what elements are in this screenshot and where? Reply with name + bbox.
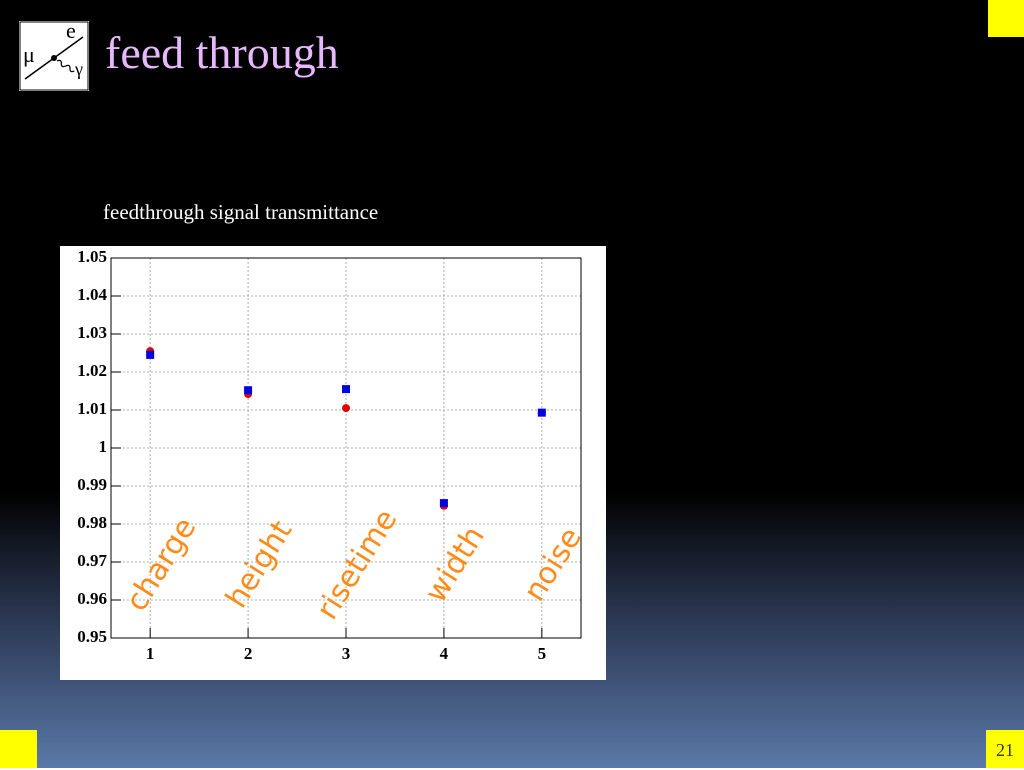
corner-square <box>0 730 37 768</box>
logo: e μ γ <box>17 19 91 93</box>
y-tick-label: 1.02 <box>77 361 107 380</box>
y-tick-label: 1.01 <box>77 399 107 418</box>
page-number: 21 <box>986 730 1024 768</box>
point <box>537 408 546 417</box>
point <box>244 386 253 395</box>
point <box>342 404 350 413</box>
logo-dot <box>51 55 57 61</box>
x-tick-label: 1 <box>146 644 155 663</box>
y-tick-label: 0.98 <box>77 513 107 532</box>
x-tick-label: 5 <box>538 644 547 663</box>
x-tick-label: 3 <box>342 644 351 663</box>
axes-frame <box>110 257 582 639</box>
y-tick-label: 0.99 <box>77 475 107 494</box>
slide-title: feed through <box>105 27 339 78</box>
y-tick-label: 1.04 <box>77 285 107 304</box>
logo-frame <box>19 21 89 91</box>
point <box>342 385 350 394</box>
x-tick-label: 4 <box>440 644 449 663</box>
corner-square <box>988 0 1024 37</box>
plot-background <box>60 246 606 680</box>
logo-wave <box>56 59 75 73</box>
y-tick-label: 1.05 <box>77 247 107 266</box>
y-tick-label: 1.03 <box>77 323 107 342</box>
logo-letter: μ <box>23 42 35 67</box>
logo-letter: γ <box>74 59 83 79</box>
y-tick-label: 0.95 <box>77 627 107 646</box>
logo-letter: e <box>66 19 76 43</box>
x-tick-label: 2 <box>244 644 253 663</box>
point <box>146 350 155 359</box>
y-tick-label: 0.96 <box>77 589 107 608</box>
y-tick-label: 0.97 <box>77 551 107 570</box>
y-tick-label: 1 <box>99 437 108 456</box>
slide-subtitle: feedthrough signal transmittance <box>103 200 379 224</box>
point <box>439 499 448 508</box>
